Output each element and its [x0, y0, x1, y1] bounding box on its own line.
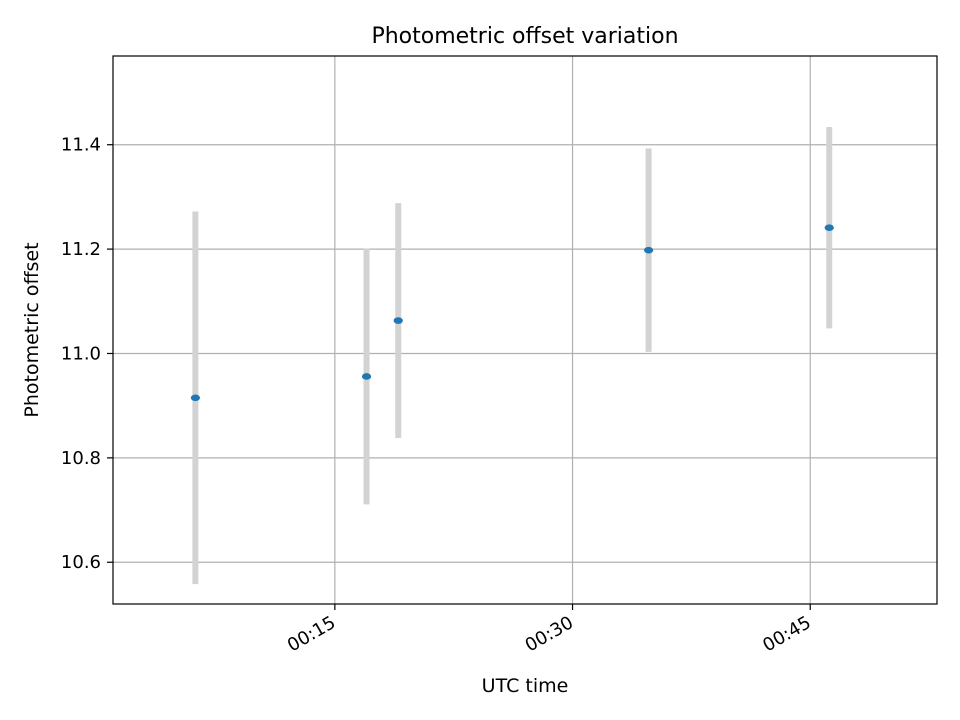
data-point: [644, 246, 654, 254]
data-point: [824, 224, 834, 232]
y-axis-label: Photometric offset: [21, 242, 43, 417]
y-tick-label: 11.0: [61, 343, 101, 364]
y-tick-label: 11.4: [61, 135, 101, 156]
y-tick-label: 10.8: [61, 448, 101, 469]
data-point: [190, 394, 200, 402]
y-tick-label: 11.2: [61, 239, 101, 260]
data-point: [361, 373, 372, 380]
x-axis-label: UTC time: [482, 675, 569, 697]
chart-title: Photometric offset variation: [371, 24, 678, 49]
y-axis-ticks: 10.6 10.8 11.0 11.2 11.4: [61, 135, 113, 573]
y-tick-label: 10.6: [61, 552, 101, 573]
data-point: [393, 317, 403, 324]
grid: [113, 56, 937, 604]
plot-frame: [112, 55, 938, 605]
data-points: [190, 224, 834, 402]
